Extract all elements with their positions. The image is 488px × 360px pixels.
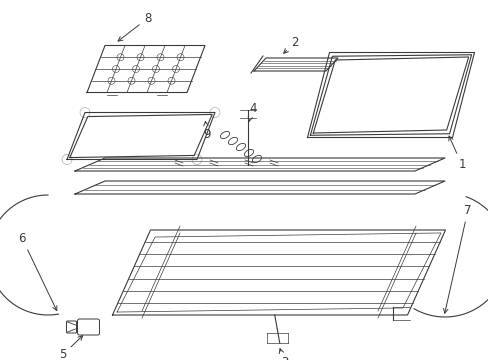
Text: 5: 5 [59,336,82,360]
Text: 3: 3 [279,349,288,360]
Text: 6: 6 [18,231,57,311]
Text: 1: 1 [448,136,465,171]
Text: 4: 4 [248,102,256,121]
Text: 9: 9 [203,121,210,141]
Text: 8: 8 [118,12,151,41]
Text: 2: 2 [283,36,298,53]
Text: 7: 7 [443,203,471,313]
